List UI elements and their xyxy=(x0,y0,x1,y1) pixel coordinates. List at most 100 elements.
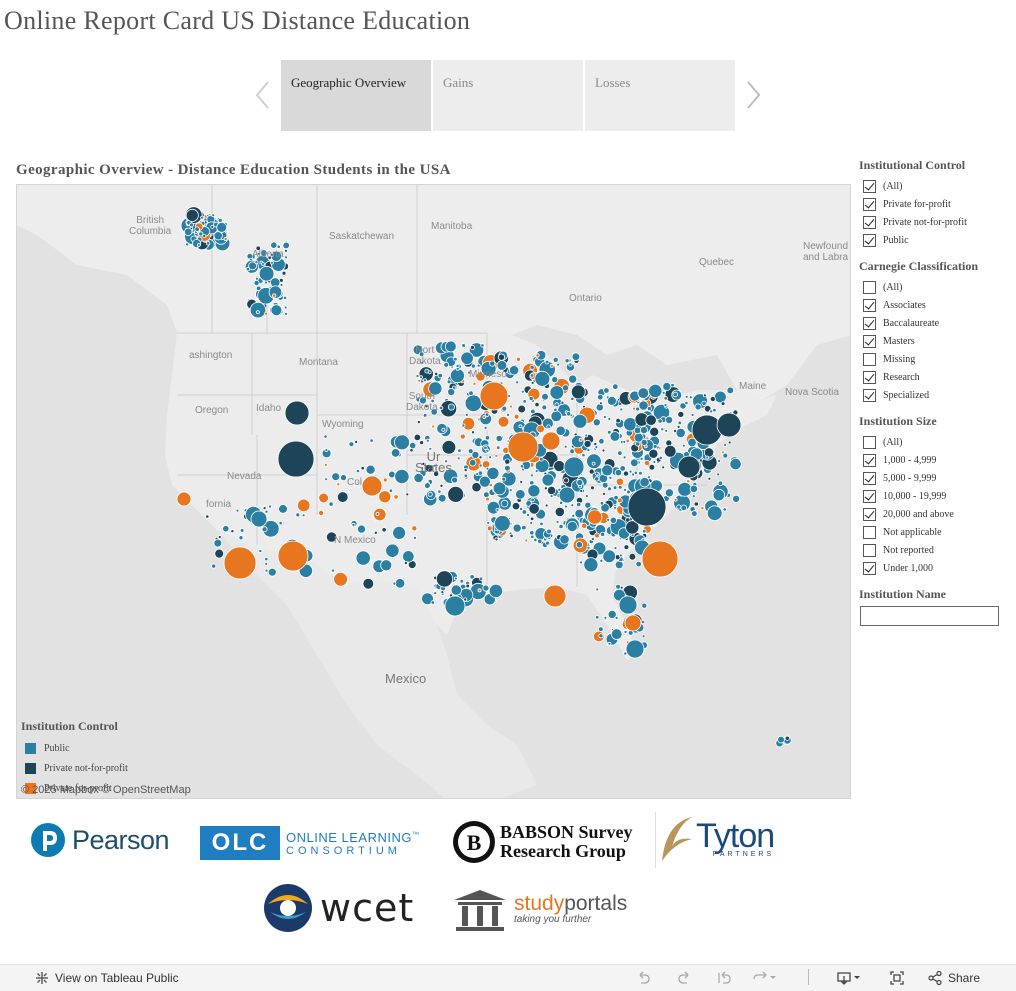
tyton-logo[interactable]: Tyton PARTNERS xyxy=(655,812,775,868)
checkbox[interactable] xyxy=(863,334,876,348)
carnegie-option[interactable]: Associates xyxy=(859,296,1009,314)
checkbox[interactable] xyxy=(863,233,876,247)
legend-item-private-for-profit[interactable]: Private for-profit xyxy=(21,778,128,798)
institution-bubble xyxy=(528,503,540,515)
legend-item-public[interactable]: Public xyxy=(21,738,128,758)
institution-bubble xyxy=(413,472,424,484)
redo-button[interactable] xyxy=(676,970,692,986)
checkbox[interactable] xyxy=(863,388,876,402)
institution-size-option[interactable]: Not reported xyxy=(859,541,1009,559)
carnegie-option[interactable]: Research xyxy=(859,368,1009,386)
distance-education-map[interactable]: British Columbia Alberta Saskatchewan Man… xyxy=(16,184,851,799)
next-story-point-button[interactable] xyxy=(742,78,764,112)
institution-size-option[interactable]: 1,000 - 4,999 xyxy=(859,451,1009,469)
institution-bubble xyxy=(283,305,288,310)
carnegie-option[interactable]: Baccalaureate xyxy=(859,314,1009,332)
checkbox[interactable] xyxy=(863,316,876,330)
map-attribution[interactable]: © 2025 Mapbox © OpenStreetMap xyxy=(21,784,191,796)
fullscreen-button[interactable] xyxy=(889,970,905,986)
tab-losses[interactable]: Losses xyxy=(585,60,735,131)
label-saskatchewan: Saskatchewan xyxy=(329,231,395,242)
institution-bubble xyxy=(603,387,610,394)
institution-bubble xyxy=(431,424,436,429)
checkbox[interactable] xyxy=(863,197,876,211)
wcet-logo[interactable]: wcet xyxy=(262,882,414,934)
checkbox[interactable] xyxy=(863,215,876,229)
institution-bubble xyxy=(509,533,514,538)
refresh-button[interactable] xyxy=(752,970,778,986)
studyportals-logo[interactable]: studyportals taking you further xyxy=(450,888,627,932)
option-label: 5,000 - 9,999 xyxy=(883,472,937,484)
label-new-mexico: N Mexico xyxy=(334,535,376,546)
institution-bubble xyxy=(534,402,540,408)
wcet-swirl-icon xyxy=(264,884,312,932)
undo-button[interactable] xyxy=(636,970,652,986)
studyportals-pillars-icon xyxy=(454,890,506,931)
institution-size-option[interactable]: Not applicable xyxy=(859,523,1009,541)
institution-bubble xyxy=(720,401,726,406)
institution-bubble xyxy=(213,231,223,241)
checkbox[interactable] xyxy=(863,525,876,539)
institution-bubble xyxy=(544,503,549,508)
tab-geographic-overview[interactable]: Geographic Overview xyxy=(281,60,431,131)
institution-size-option[interactable]: 20,000 and above xyxy=(859,505,1009,523)
view-on-tableau-button[interactable]: View on Tableau Public xyxy=(34,970,179,986)
checkbox[interactable] xyxy=(863,435,876,449)
large-institution-bubble xyxy=(444,595,466,617)
institution-name-input[interactable] xyxy=(860,606,999,626)
checkbox[interactable] xyxy=(863,352,876,366)
carnegie-option[interactable]: Missing xyxy=(859,350,1009,368)
institutional-control-option[interactable]: Private not-for-profit xyxy=(859,213,1009,231)
checkbox[interactable] xyxy=(863,179,876,193)
chevron-down-icon xyxy=(854,976,860,979)
institution-size-option[interactable]: 5,000 - 9,999 xyxy=(859,469,1009,487)
pearson-mark-icon xyxy=(31,823,65,857)
institution-bubble xyxy=(555,519,560,524)
institution-bubble xyxy=(677,410,685,418)
institution-bubble xyxy=(388,470,396,479)
babson-logo[interactable]: B BABSON Survey Research Group xyxy=(452,820,633,864)
checkbox[interactable] xyxy=(863,471,876,485)
checkbox[interactable] xyxy=(863,489,876,503)
institution-bubble xyxy=(254,276,259,281)
institution-bubble xyxy=(673,497,678,502)
checkbox[interactable] xyxy=(863,543,876,557)
checkbox[interactable] xyxy=(863,280,876,294)
institutional-control-option[interactable]: Private for-profit xyxy=(859,195,1009,213)
filter-institution-name: Institution Name xyxy=(859,587,1009,626)
institution-bubble xyxy=(623,544,630,551)
institution-size-option[interactable]: (All) xyxy=(859,433,1009,451)
institution-bubble xyxy=(284,311,289,316)
carnegie-option[interactable]: Specialized xyxy=(859,386,1009,404)
olc-logo[interactable]: OLC ONLINE LEARNING™ CONSORTIUM xyxy=(200,826,419,860)
checkbox[interactable] xyxy=(863,298,876,312)
institution-bubble xyxy=(269,253,274,258)
institutional-control-option[interactable]: Public xyxy=(859,231,1009,249)
institution-bubble xyxy=(392,581,397,586)
checkbox[interactable] xyxy=(863,507,876,521)
tab-gains[interactable]: Gains xyxy=(433,60,583,131)
checkbox[interactable] xyxy=(863,370,876,384)
pearson-logo[interactable]: Pearson xyxy=(30,822,170,858)
checkbox[interactable] xyxy=(863,453,876,467)
map-canvas[interactable] xyxy=(17,185,851,799)
download-button[interactable] xyxy=(836,970,862,986)
institution-size-option[interactable]: 10,000 - 19,999 xyxy=(859,487,1009,505)
institution-bubble xyxy=(628,552,637,561)
carnegie-option[interactable]: Masters xyxy=(859,332,1009,350)
institution-bubble xyxy=(417,378,422,383)
institutional-control-option[interactable]: (All) xyxy=(859,177,1009,195)
institution-bubble xyxy=(461,423,466,428)
share-button[interactable]: Share xyxy=(927,970,980,986)
previous-story-point-button[interactable] xyxy=(252,78,274,112)
institution-bubble xyxy=(409,441,417,450)
institution-bubble xyxy=(601,464,614,477)
institution-bubble xyxy=(362,577,375,590)
institution-size-option[interactable]: Under 1,000 xyxy=(859,559,1009,577)
legend-item-private-not-for-profit[interactable]: Private not-for-profit xyxy=(21,758,128,778)
institution-bubble xyxy=(563,444,568,449)
carnegie-option[interactable]: (All) xyxy=(859,278,1009,296)
checkbox[interactable] xyxy=(863,561,876,575)
revert-button[interactable] xyxy=(716,970,732,986)
large-institution-bubble xyxy=(627,487,667,527)
